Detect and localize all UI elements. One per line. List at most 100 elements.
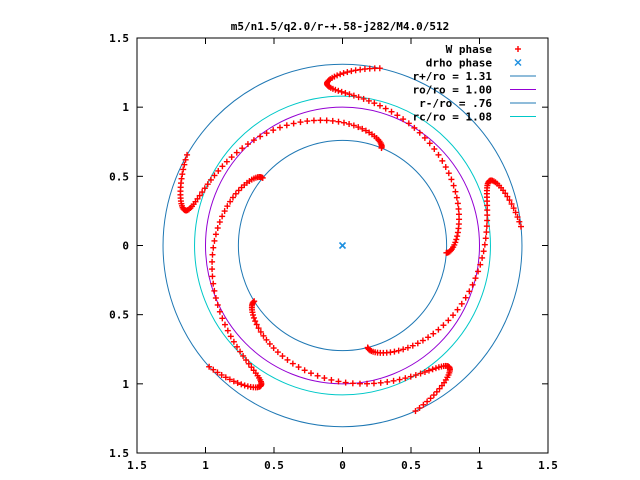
w-phase-point-2-3: [218, 371, 225, 378]
w-phase-point-2-28: [243, 357, 250, 364]
w-phase-point-2-48: [212, 231, 219, 238]
w-phase-point-2-9: [241, 382, 248, 389]
w-phase-point-0-9: [337, 71, 344, 78]
w-phase-point-2-27: [245, 360, 252, 367]
w-phase-point-2-7: [234, 379, 241, 386]
w-phase-point-0-29: [355, 94, 362, 101]
w-phase-point-3-28: [417, 370, 424, 377]
w-phase-point-1-31: [211, 172, 218, 179]
w-phase-point-3-69: [251, 298, 258, 305]
w-phase-point-1-29: [204, 181, 211, 188]
w-phase-point-2-30: [237, 348, 244, 355]
y-tick-label-5: 1: [122, 378, 129, 391]
w-phase-point-3-52: [270, 345, 277, 352]
w-phase-point-4-43: [458, 300, 465, 307]
w-phase-point-2-38: [214, 301, 221, 308]
w-phase-point-1-40: [257, 133, 264, 140]
circle-0: [162, 63, 523, 428]
w-phase-point-2-34: [224, 327, 231, 334]
w-phase-point-4-1: [516, 218, 523, 225]
w-phase-point-1-52: [335, 118, 342, 125]
legend-label-1: drho phase: [426, 57, 493, 70]
w-phase-point-0-44: [435, 151, 442, 158]
w-phase-point-0-52: [454, 200, 461, 207]
w-phase-point-1-49: [317, 117, 324, 124]
y-axis-ticks: 1.5 1 0.5 0 0.5 1 1.5: [109, 32, 548, 460]
w-phase-point-0-25: [338, 88, 345, 95]
w-phase-point-3-38: [356, 380, 363, 387]
w-phase-point-1-58: [362, 127, 369, 134]
w-phase-point-1-50: [323, 117, 330, 124]
w-phase-point-3-6: [433, 388, 440, 395]
w-phase-point-0-45: [439, 157, 446, 164]
w-phase-point-3-2: [420, 401, 427, 408]
w-phase-point-3-1: [416, 404, 423, 411]
w-phase-point-4-37: [477, 261, 484, 268]
w-phase-point-1-51: [329, 117, 336, 124]
series-layer: [177, 65, 524, 415]
w-phase-point-0-60: [453, 236, 460, 243]
drho-phase-point-0: [338, 241, 347, 250]
w-phase-point-3-0: [412, 408, 419, 415]
w-phase-point-2-31: [233, 343, 240, 350]
x-tick-label-6: 1.5: [538, 459, 558, 472]
w-phase-point-4-51: [419, 337, 426, 344]
w-phase-point-3-43: [321, 375, 328, 382]
w-phase-point-3-27: [421, 369, 428, 376]
w-phase-point-4-33: [482, 235, 489, 242]
w-phase-point-3-31: [402, 375, 409, 382]
w-phase-point-2-25: [250, 367, 257, 374]
w-phase-point-1-36: [233, 149, 240, 156]
w-phase-point-0-24: [335, 87, 342, 94]
w-phase-point-1-57: [359, 125, 366, 132]
w-phase-point-0-38: [405, 120, 412, 127]
w-phase-point-2-54: [227, 198, 234, 205]
w-phase-point-2-57: [235, 187, 242, 194]
w-phase-point-3-35: [377, 379, 384, 386]
x-tick-label-4: 0.5: [401, 459, 421, 472]
x-tick-label-1: 1: [202, 459, 209, 472]
w-phase-point-0-27: [346, 91, 353, 98]
legend-label-2: r+/ro = 1.31: [413, 70, 493, 83]
w-phase-point-0-5: [352, 67, 359, 74]
w-phase-point-4-44: [454, 306, 461, 313]
w-phase-point-1-4: [179, 171, 186, 178]
w-phase-point-4-48: [435, 326, 442, 333]
w-phase-point-0-37: [400, 116, 407, 123]
w-phase-point-1-45: [290, 120, 297, 127]
w-phase-point-3-33: [390, 377, 397, 384]
w-phase-point-1-3: [180, 166, 187, 173]
w-phase-point-2-43: [209, 266, 216, 273]
w-phase-point-3-59: [252, 318, 259, 325]
w-phase-point-0-34: [382, 105, 389, 112]
w-phase-point-2-47: [211, 237, 218, 244]
w-phase-point-0-35: [388, 108, 395, 115]
w-phase-point-2-2: [214, 369, 221, 376]
w-phase-point-4-30: [484, 217, 491, 224]
w-phase-point-2-29: [240, 352, 247, 359]
w-phase-point-1-55: [350, 122, 357, 129]
w-phase-point-4-69: [364, 344, 371, 351]
w-phase-point-3-44: [314, 372, 321, 379]
w-phase-point-3-53: [266, 340, 273, 347]
w-phase-point-1-39: [250, 137, 257, 144]
w-phase-point-3-26: [425, 367, 432, 374]
w-phase-point-1-25: [194, 195, 201, 202]
w-phase-point-3-57: [255, 325, 262, 332]
w-phase-point-1-53: [340, 119, 347, 126]
w-phase-point-0-51: [453, 194, 460, 201]
w-phase-point-4-29: [484, 212, 491, 219]
w-phase-point-0-49: [450, 182, 457, 189]
w-phase-point-3-39: [349, 380, 356, 387]
w-phase-point-2-69: [259, 174, 266, 181]
w-phase-point-0-69: [443, 249, 450, 256]
w-phase-point-2-40: [211, 287, 218, 294]
w-phase-point-3-45: [307, 370, 314, 377]
w-phase-point-2-36: [219, 315, 226, 322]
w-phase-point-2-1: [210, 366, 217, 373]
w-phase-point-0-58: [454, 229, 461, 236]
w-phase-point-3-55: [260, 332, 267, 339]
w-phase-point-1-27: [199, 189, 206, 196]
